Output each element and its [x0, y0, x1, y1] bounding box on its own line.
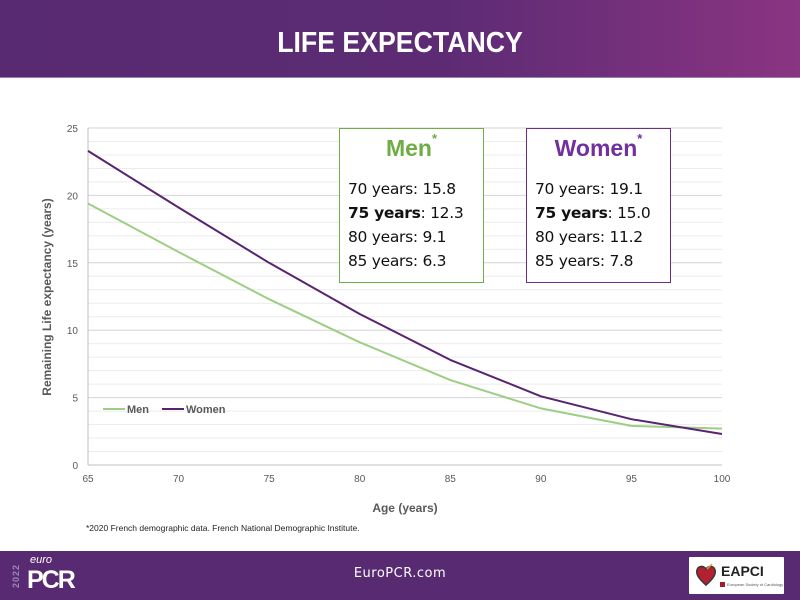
eapci-name: EAPCI: [721, 563, 764, 579]
men-stat-row: 80 years: 9.1: [348, 225, 483, 249]
men-stats-list: 70 years: 15.8 75 years: 12.3 80 years: 9.…: [340, 177, 483, 273]
axes: [87, 128, 722, 466]
women-stat-row: 70 years: 19.1: [535, 177, 670, 201]
separator: :: [412, 252, 423, 270]
y-tick-label: 5: [72, 394, 78, 405]
heart-icon: [695, 563, 717, 587]
y-tick-label: 15: [67, 259, 79, 270]
footer-url-link[interactable]: EuroPCR.com: [353, 566, 447, 581]
women-stats-list: 70 years: 19.1 75 years: 15.0 80 years: 11…: [527, 177, 670, 273]
slide-title: LIFE EXPECTANCY: [277, 27, 523, 59]
men-title-text: Men: [385, 135, 432, 161]
x-tick-label: 80: [354, 474, 366, 485]
separator: :: [599, 180, 610, 198]
x-tick-label: 95: [626, 474, 638, 485]
women-title-text: Women: [554, 135, 638, 161]
men-stat-row: 70 years: 15.8: [348, 177, 483, 201]
stat-age-label: 80 years: [535, 228, 600, 246]
men-stat-row: 85 years: 6.3: [348, 249, 483, 273]
tick-labels: 0 5 10 15 20 25 65 70 75 80 85 90 95 100: [67, 124, 731, 485]
x-tick-label: 70: [173, 474, 185, 485]
series-line-men: [87, 202, 723, 430]
legend: Men Women: [103, 404, 226, 416]
stat-age-label: 80 years: [348, 228, 413, 246]
y-axis-title: Remaining Life expectancy (years): [40, 198, 54, 395]
series-lines: [87, 150, 723, 435]
x-axis-title: Age (years): [372, 501, 437, 515]
separator: :: [599, 228, 610, 246]
footer-bar: 2022 euro PCR EuroPCR.com EAPCI European…: [0, 551, 800, 600]
women-stat-row: 85 years: 7.8: [535, 249, 670, 273]
men-box-title: Men*: [340, 131, 483, 169]
women-stat-row: 80 years: 11.2: [535, 225, 670, 249]
stat-age-label: 85 years: [535, 252, 600, 270]
women-stat-row: 75 years: 15.0: [535, 201, 670, 225]
separator: :: [420, 204, 431, 222]
legend-men-label: Men: [127, 404, 149, 416]
x-tick-label: 75: [264, 474, 276, 485]
stat-age-label: 70 years: [348, 180, 413, 198]
stat-value: 19.1: [609, 180, 643, 198]
logo-pcr-text: PCR: [27, 566, 76, 594]
x-tick-label: 85: [445, 474, 457, 485]
men-stat-row: 75 years: 12.3: [348, 201, 483, 225]
women-stats-box: Women* 70 years: 19.1 75 years: 15.0 80 ye…: [526, 128, 671, 283]
title-banner: LIFE EXPECTANCY: [0, 0, 800, 78]
stat-value: 15.8: [422, 180, 456, 198]
separator: :: [412, 228, 423, 246]
women-box-title: Women*: [527, 131, 670, 169]
separator: :: [599, 252, 610, 270]
series-line-women: [87, 150, 723, 435]
stat-age-label: 75 years: [348, 204, 421, 222]
esc-subtitle: European Society of Cardiology: [727, 582, 784, 587]
stat-value: 11.2: [609, 228, 643, 246]
y-tick-label: 0: [72, 461, 78, 472]
stat-value: 12.3: [430, 204, 464, 222]
x-tick-label: 100: [714, 474, 731, 485]
stat-value: 7.8: [609, 252, 634, 270]
y-tick-label: 10: [67, 326, 79, 337]
y-tick-label: 20: [67, 191, 79, 202]
stat-value: 6.3: [422, 252, 447, 270]
women-footnote-marker: *: [637, 131, 643, 147]
stat-age-label: 85 years: [348, 252, 413, 270]
stat-age-label: 75 years: [535, 204, 608, 222]
y-tick-label: 25: [67, 124, 79, 135]
x-tick-label: 65: [82, 474, 94, 485]
stat-value: 9.1: [422, 228, 447, 246]
source-footnote: *2020 French demographic data. French Na…: [86, 523, 360, 533]
men-footnote-marker: *: [431, 131, 438, 147]
logo-euro-text: euro: [30, 554, 53, 566]
separator: :: [607, 204, 618, 222]
europcr-logo[interactable]: 2022 euro PCR: [8, 554, 88, 595]
separator: :: [412, 180, 423, 198]
eapci-logo[interactable]: EAPCI European Society of Cardiology: [689, 557, 784, 594]
esc-icon: [720, 582, 725, 587]
stat-age-label: 70 years: [535, 180, 600, 198]
stat-value: 15.0: [617, 204, 651, 222]
men-stats-box: Men* 70 years: 15.8 75 years: 12.3 80 year…: [339, 128, 484, 283]
legend-women-label: Women: [186, 404, 226, 416]
x-tick-label: 90: [535, 474, 547, 485]
